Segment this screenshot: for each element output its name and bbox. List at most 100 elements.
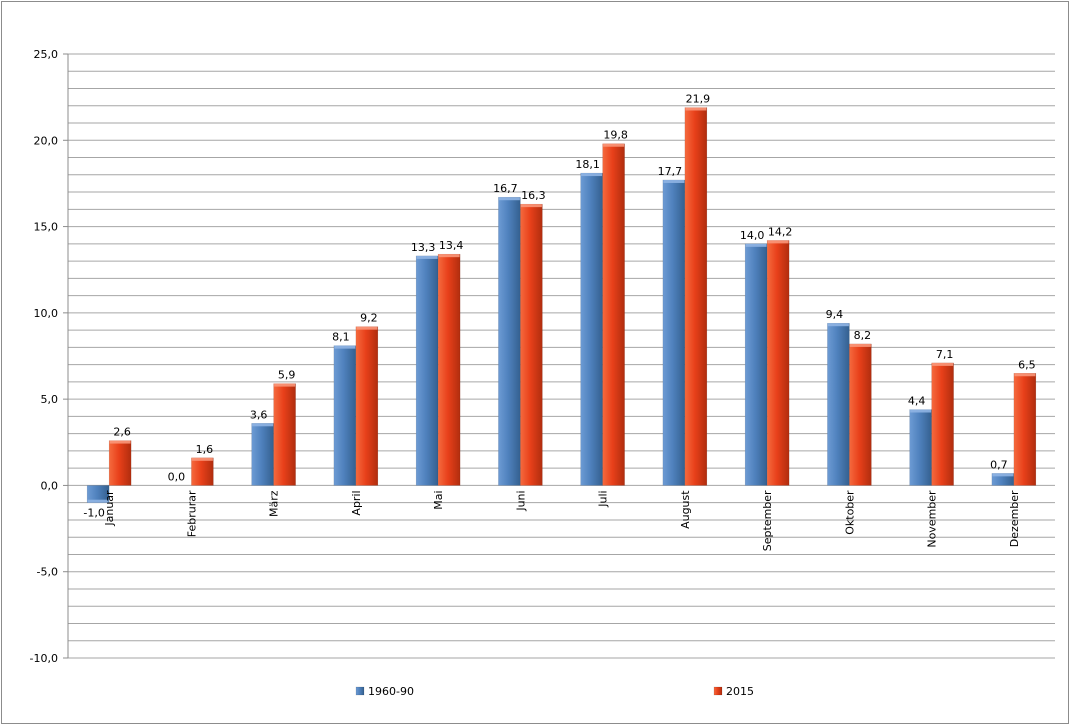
data-label: 13,3 xyxy=(411,241,436,254)
data-label: 1,6 xyxy=(196,443,214,456)
bar-series1-10 xyxy=(909,409,932,486)
y-tick-label: 25,0 xyxy=(34,48,59,61)
bar-series2-8 xyxy=(766,240,790,486)
bar-cap xyxy=(498,197,520,201)
bar-series2-1 xyxy=(191,457,214,486)
bar-cap xyxy=(992,473,1014,477)
category-label: November xyxy=(926,490,939,548)
bar-series2-0 xyxy=(108,440,132,486)
bar-series1-7 xyxy=(662,179,686,486)
bar-cap xyxy=(849,343,871,347)
data-label: 9,4 xyxy=(826,308,844,321)
bar-cap xyxy=(87,499,109,503)
bar-series1-2 xyxy=(251,423,274,486)
bar-cap xyxy=(356,326,378,330)
data-label: 4,4 xyxy=(908,394,926,407)
data-label: 19,8 xyxy=(603,129,628,142)
legend: 1960-90 2015 xyxy=(355,685,754,698)
category-label: Juni xyxy=(514,490,527,511)
bar-cap xyxy=(685,107,707,111)
category-label: März xyxy=(268,490,281,517)
bars xyxy=(86,107,1037,503)
y-tick-label: 15,0 xyxy=(34,221,59,234)
bar-series1-3 xyxy=(333,345,357,486)
category-label: September xyxy=(761,490,774,551)
bar-series2-9 xyxy=(849,343,872,486)
bar-cap xyxy=(274,383,296,387)
bar-series1-9 xyxy=(827,322,850,486)
legend-label: 2015 xyxy=(726,685,754,698)
bar-cap xyxy=(932,362,954,366)
bar-cap xyxy=(745,243,767,247)
category-labels: Januar Februrar März April Mai Juni Juli August… xyxy=(103,490,1021,551)
y-tick-label: 10,0 xyxy=(34,307,59,320)
data-label: 16,3 xyxy=(521,189,546,202)
category-label: Juli xyxy=(597,490,610,507)
data-label: 14,0 xyxy=(740,229,765,242)
bar-series1-8 xyxy=(744,243,768,486)
y-tick-label: 5,0 xyxy=(41,393,59,406)
bar-series1-6 xyxy=(580,172,603,486)
bar-cap xyxy=(334,345,356,349)
bar-series2-2 xyxy=(273,383,296,486)
bar-series2-6 xyxy=(602,143,625,486)
bar-cap xyxy=(1014,373,1036,377)
bar-cap xyxy=(520,204,542,208)
bar-series1-4 xyxy=(415,255,439,486)
data-label: 21,9 xyxy=(686,92,711,105)
category-label: Februrar xyxy=(185,490,198,537)
bar-series2-11 xyxy=(1013,373,1037,486)
legend-swatch xyxy=(713,686,723,696)
data-label: 0,0 xyxy=(168,470,186,483)
data-label: 16,7 xyxy=(493,182,518,195)
y-axis: -10,0 -5,0 0,0 5,0 10,0 15,0 20,0 25,0 xyxy=(30,48,69,665)
category-label: Januar xyxy=(103,490,116,527)
data-label: 3,6 xyxy=(250,408,268,421)
bar-series2-4 xyxy=(437,253,461,486)
bar-series1-5 xyxy=(498,196,521,486)
grid-lines xyxy=(68,53,1055,659)
data-labels: -1,0 2,6 0,0 1,6 3,6 5,9 8,1 9,2 13,3 13,4 16,716,… xyxy=(83,92,1035,519)
y-tick-label: -10,0 xyxy=(30,652,58,665)
bar-cap xyxy=(109,440,131,444)
data-label: 2,6 xyxy=(113,426,131,439)
category-label: August xyxy=(679,490,692,529)
data-label: 8,2 xyxy=(854,329,872,342)
category-label: Dezember xyxy=(1008,490,1021,547)
bar-cap xyxy=(252,423,274,427)
bar-series2-5 xyxy=(520,203,543,486)
bar-series2-10 xyxy=(931,362,954,486)
data-label: 6,5 xyxy=(1018,358,1036,371)
legend-label: 1960-90 xyxy=(368,685,414,698)
bar-series2-3 xyxy=(355,326,379,486)
data-label: 0,7 xyxy=(990,458,1008,471)
category-label: Oktober xyxy=(843,490,856,535)
category-label: Mai xyxy=(432,490,445,509)
data-label: 13,4 xyxy=(439,239,464,252)
bar-cap xyxy=(191,457,213,461)
bar-series2-7 xyxy=(684,107,708,486)
bar-cap xyxy=(910,409,932,413)
legend-swatch xyxy=(355,686,365,696)
data-label: 14,2 xyxy=(768,225,793,238)
data-label: 17,7 xyxy=(658,165,683,178)
data-label: 5,9 xyxy=(278,369,296,382)
data-label: 9,2 xyxy=(360,312,378,325)
bar-cap xyxy=(581,173,603,177)
data-label: -1,0 xyxy=(83,507,104,520)
data-label: 8,1 xyxy=(332,331,350,344)
y-tick-label: 20,0 xyxy=(34,134,59,147)
category-label: April xyxy=(350,490,363,515)
bar-cap xyxy=(416,255,438,259)
bar-cap xyxy=(663,179,685,183)
data-label: 7,1 xyxy=(936,348,954,361)
y-tick-label: -5,0 xyxy=(37,566,58,579)
data-label: 18,1 xyxy=(575,158,600,171)
y-tick-label: 0,0 xyxy=(41,479,59,492)
bar-cap xyxy=(438,254,460,258)
bar-cap xyxy=(767,240,789,244)
bar-cap xyxy=(603,143,625,147)
bar-cap xyxy=(827,323,849,327)
